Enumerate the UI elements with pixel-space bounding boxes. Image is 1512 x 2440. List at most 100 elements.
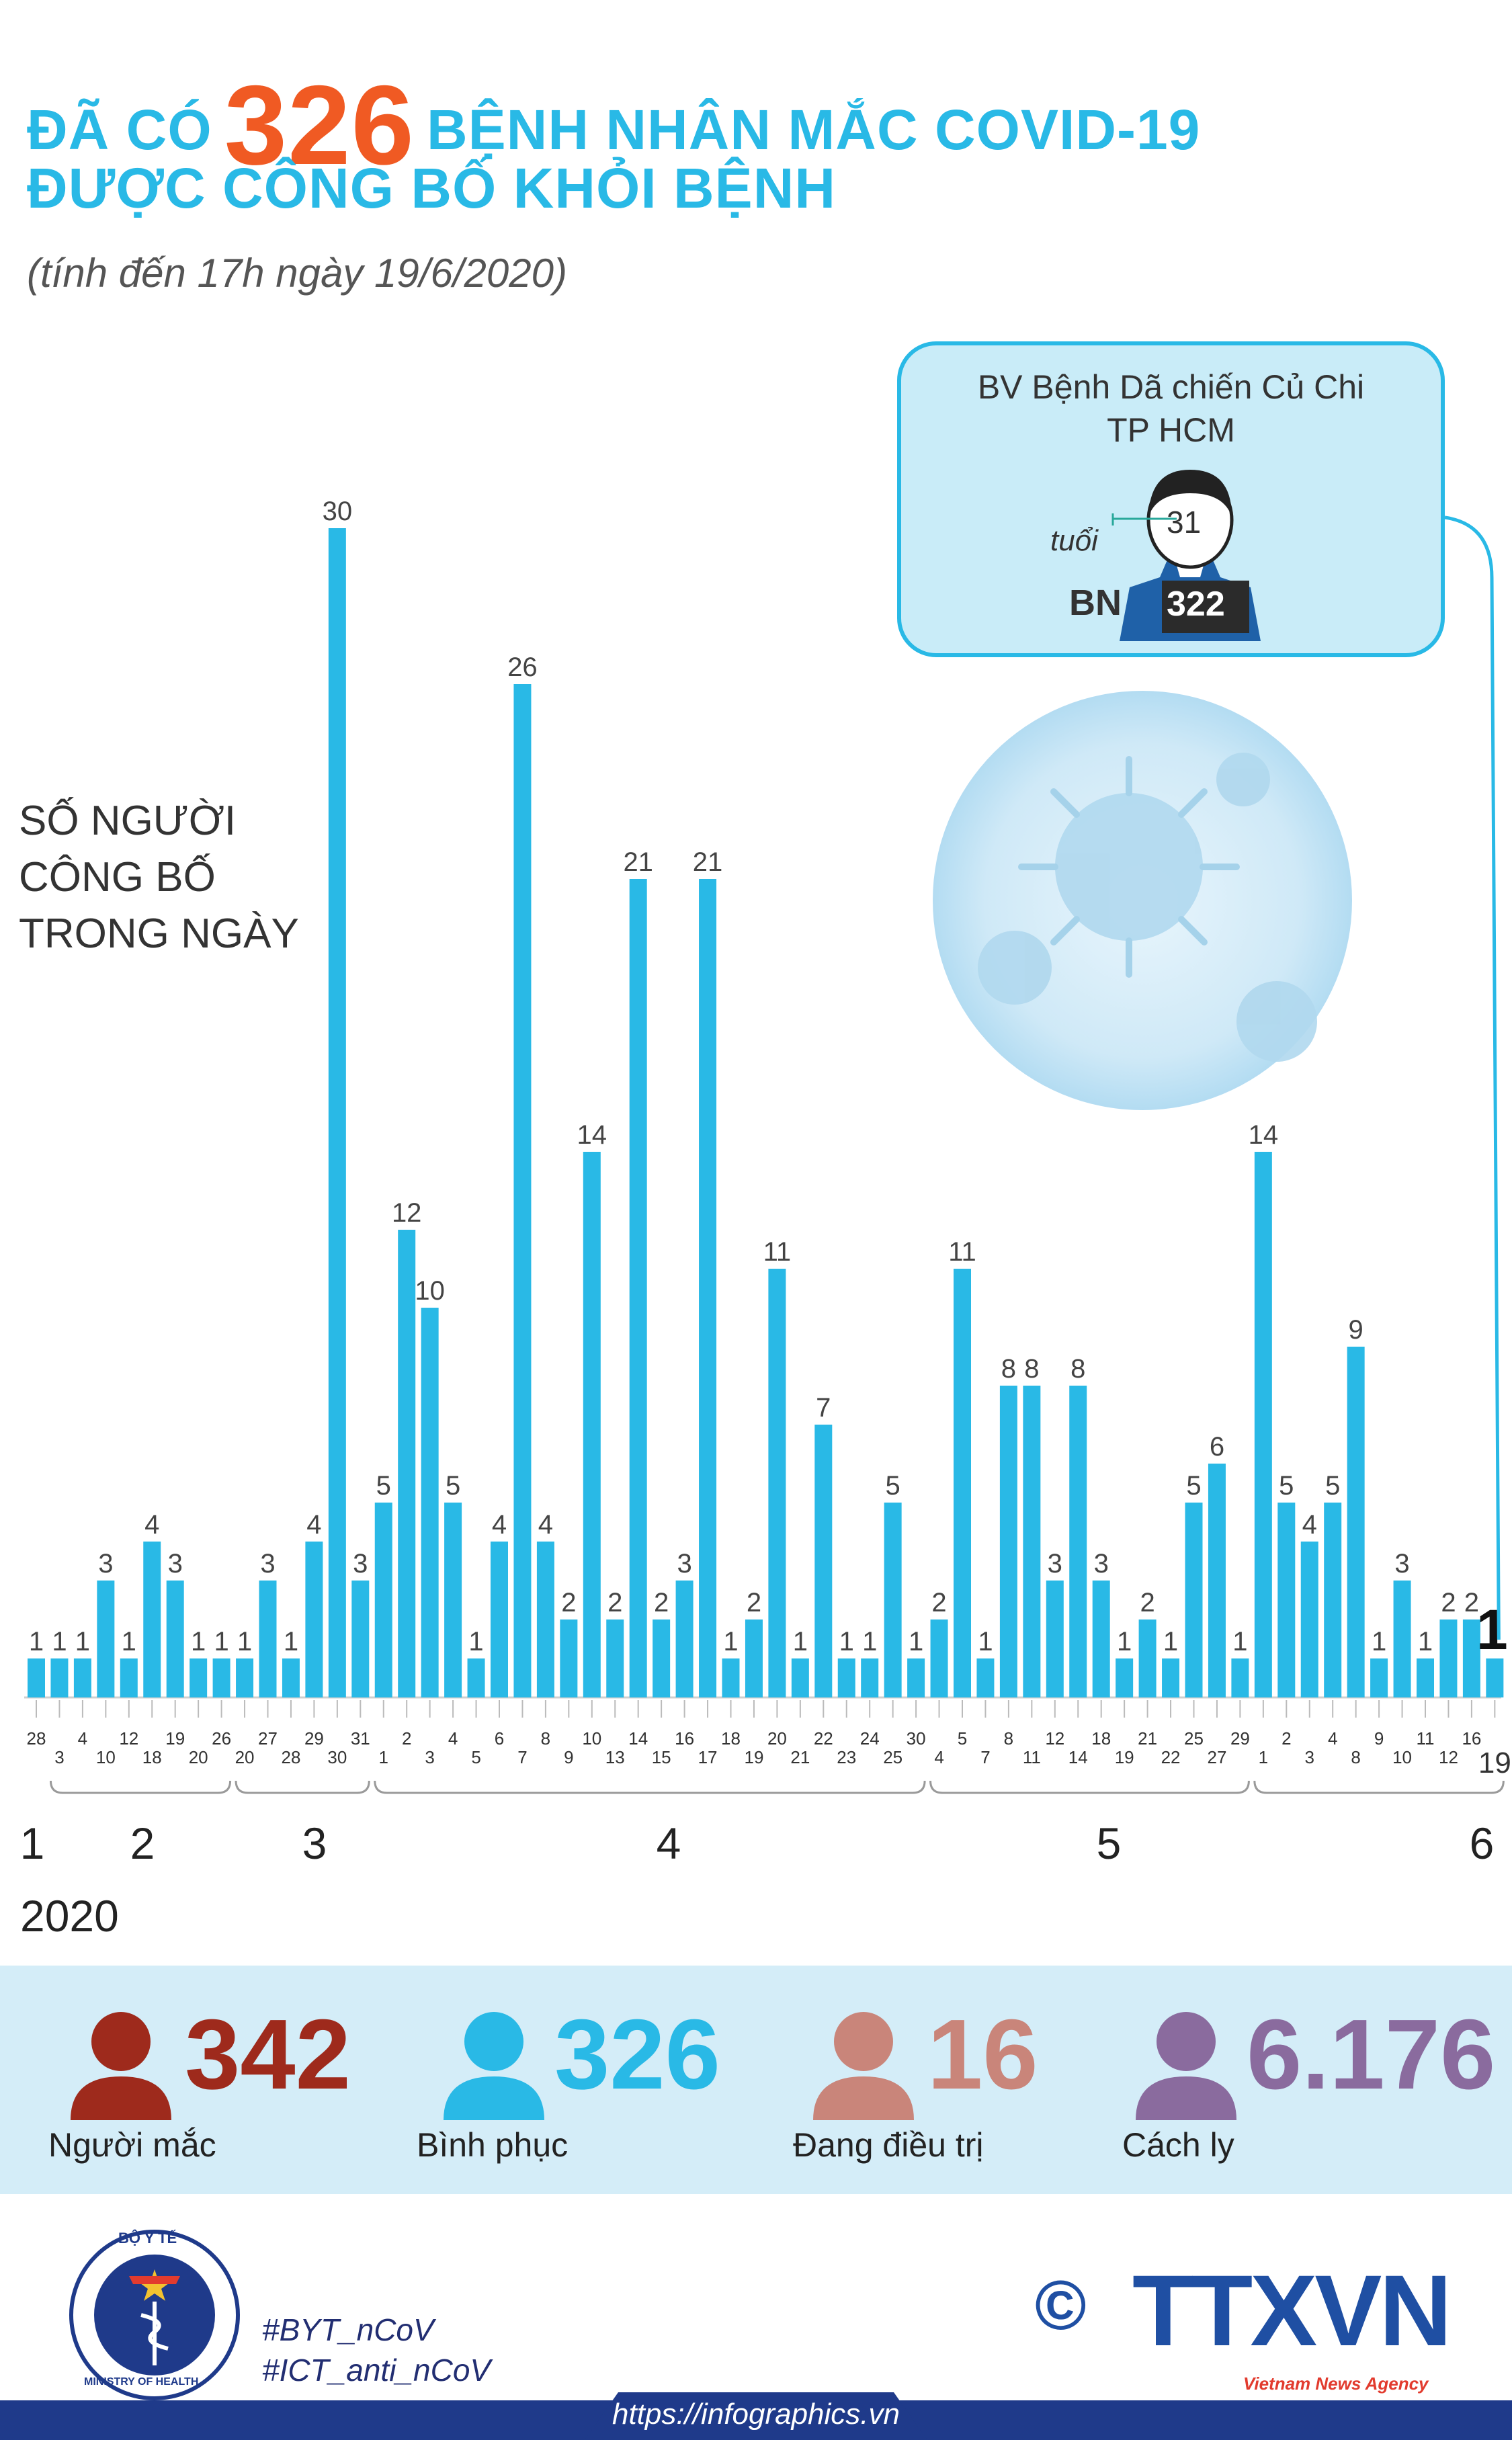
month-label: 4 — [657, 1818, 681, 1868]
bar — [190, 1658, 208, 1697]
month-label: 5 — [1097, 1818, 1122, 1868]
moh-top-text: BỘ Y TẾ — [118, 2230, 177, 2246]
age-value: 31 — [1167, 505, 1202, 540]
bar-value-label: 3 — [1094, 1549, 1109, 1579]
bar — [1370, 1658, 1388, 1697]
day-tick-label: 2 — [402, 1728, 411, 1749]
day-tick-label: 3 — [1305, 1747, 1314, 1767]
patient-info-box: BV Bệnh Dã chiến Củ Chi TP HCM 31 tuổi B… — [897, 341, 1445, 657]
hospital-line-1: BV Bệnh Dã chiến Củ Chi — [977, 368, 1365, 406]
bar — [166, 1581, 184, 1697]
bar-value-label: 5 — [446, 1471, 460, 1501]
day-tick-label: 19 — [744, 1747, 763, 1767]
day-tick-label: 4 — [934, 1747, 943, 1767]
bar-value-label: 4 — [538, 1510, 553, 1540]
day-tick-label: 28 — [27, 1728, 46, 1749]
month-bracket — [1253, 1780, 1505, 1794]
stat-quarantine: 6.176 Cách ly — [1102, 1966, 1512, 2194]
day-tick-label: 23 — [837, 1747, 856, 1767]
bar — [1069, 1386, 1087, 1697]
stat-value: 326 — [554, 1999, 720, 2110]
bar-value-label: 4 — [306, 1510, 321, 1540]
stat-value: 16 — [927, 1999, 1038, 2110]
day-tick-label: 9 — [564, 1747, 573, 1767]
bar-value-label: 8 — [1001, 1354, 1016, 1384]
day-tick-label: 8 — [1004, 1728, 1013, 1749]
footer-url[interactable]: https://infographics.vn — [612, 2398, 900, 2431]
bar — [861, 1658, 879, 1697]
bar-value-label: 3 — [98, 1549, 113, 1579]
virus-illustration — [933, 691, 1352, 1110]
day-tick-label: 1 — [1259, 1747, 1268, 1767]
day-tick-label: 7 — [980, 1747, 990, 1767]
bar-value-label: 5 — [886, 1471, 900, 1501]
day-tick-label: 27 — [258, 1728, 278, 1749]
bar — [954, 1269, 971, 1697]
bar — [491, 1542, 508, 1697]
bar — [768, 1269, 786, 1697]
bar-value-label: 2 — [1140, 1588, 1154, 1617]
copyright-icon: © — [1035, 2267, 1087, 2345]
stat-label: Đang điều trị — [793, 2126, 984, 2164]
patient-prefix: BN — [1069, 583, 1122, 623]
y-axis-label: SỐ NGƯỜI CÔNG BỐ TRONG NGÀY — [19, 793, 299, 962]
bar — [467, 1658, 485, 1697]
bar — [1254, 1152, 1272, 1697]
month-label: 3 — [302, 1818, 327, 1868]
bar — [1185, 1503, 1203, 1697]
y-label-line-2: CÔNG BỐ — [19, 854, 216, 900]
stat-value: 6.176 — [1247, 1999, 1496, 2110]
person-icon — [1136, 2012, 1236, 2120]
bar-value-label: 3 — [260, 1549, 275, 1579]
day-tick-label: 12 — [1439, 1747, 1458, 1767]
day-tick-label: 29 — [1230, 1728, 1250, 1749]
bar — [722, 1658, 740, 1697]
stat-value: 342 — [185, 1999, 351, 2110]
bar — [1277, 1503, 1296, 1697]
day-tick-label: 5 — [958, 1728, 967, 1749]
stat-label: Bình phục — [417, 2126, 569, 2164]
person-icon — [444, 2012, 544, 2120]
day-tick-label: 13 — [605, 1747, 625, 1767]
bar-value-label: 5 — [376, 1471, 391, 1501]
day-tick-label: 25 — [1184, 1728, 1204, 1749]
day-tick-label: 14 — [1068, 1747, 1088, 1767]
bar — [837, 1658, 855, 1697]
person-icon — [813, 2012, 914, 2120]
bar-value-label: 2 — [747, 1588, 761, 1617]
title-number: 326 — [224, 62, 415, 188]
bar — [1347, 1347, 1365, 1697]
bar-value-label: 1 — [1117, 1627, 1132, 1656]
day-tick-label: 14 — [628, 1728, 648, 1749]
day-tick-label: 17 — [698, 1747, 718, 1767]
bar — [1116, 1658, 1134, 1697]
bar-value-label: 3 — [353, 1549, 368, 1579]
bar-value-label: 3 — [168, 1549, 183, 1579]
bar — [1393, 1581, 1411, 1697]
bar-value-label: 1 — [214, 1627, 228, 1656]
recovered-bar-chart: 1281314310112418319120126120327128429303… — [20, 497, 1511, 1941]
bar — [1439, 1619, 1458, 1697]
bar — [282, 1658, 300, 1697]
bar — [1023, 1386, 1041, 1697]
day-tick-label: 25 — [883, 1747, 902, 1767]
stat-treating: 16 Đang điều trị — [753, 1966, 1102, 2194]
bar — [236, 1658, 254, 1697]
day-tick-label: 10 — [582, 1728, 601, 1749]
stat-recovered: 326 Bình phục — [376, 1966, 739, 2194]
bar-value-label: 2 — [931, 1588, 946, 1617]
day-tick-label: 24 — [860, 1728, 880, 1749]
bar-value-label: 2 — [1464, 1588, 1479, 1617]
year-label: 2020 — [20, 1891, 119, 1941]
day-tick-label: 21 — [1138, 1728, 1157, 1749]
bar-value-label: 1 — [52, 1627, 67, 1656]
bar — [791, 1658, 809, 1697]
bar-value-label: 1 — [723, 1627, 738, 1656]
hashtag-byt: #BYT_nCoV — [262, 2312, 434, 2347]
bar — [1046, 1581, 1064, 1697]
bar — [513, 684, 532, 1697]
bar — [97, 1581, 115, 1697]
day-tick-label: 7 — [517, 1747, 527, 1767]
bar — [50, 1658, 69, 1697]
day-tick-label: 16 — [675, 1728, 694, 1749]
